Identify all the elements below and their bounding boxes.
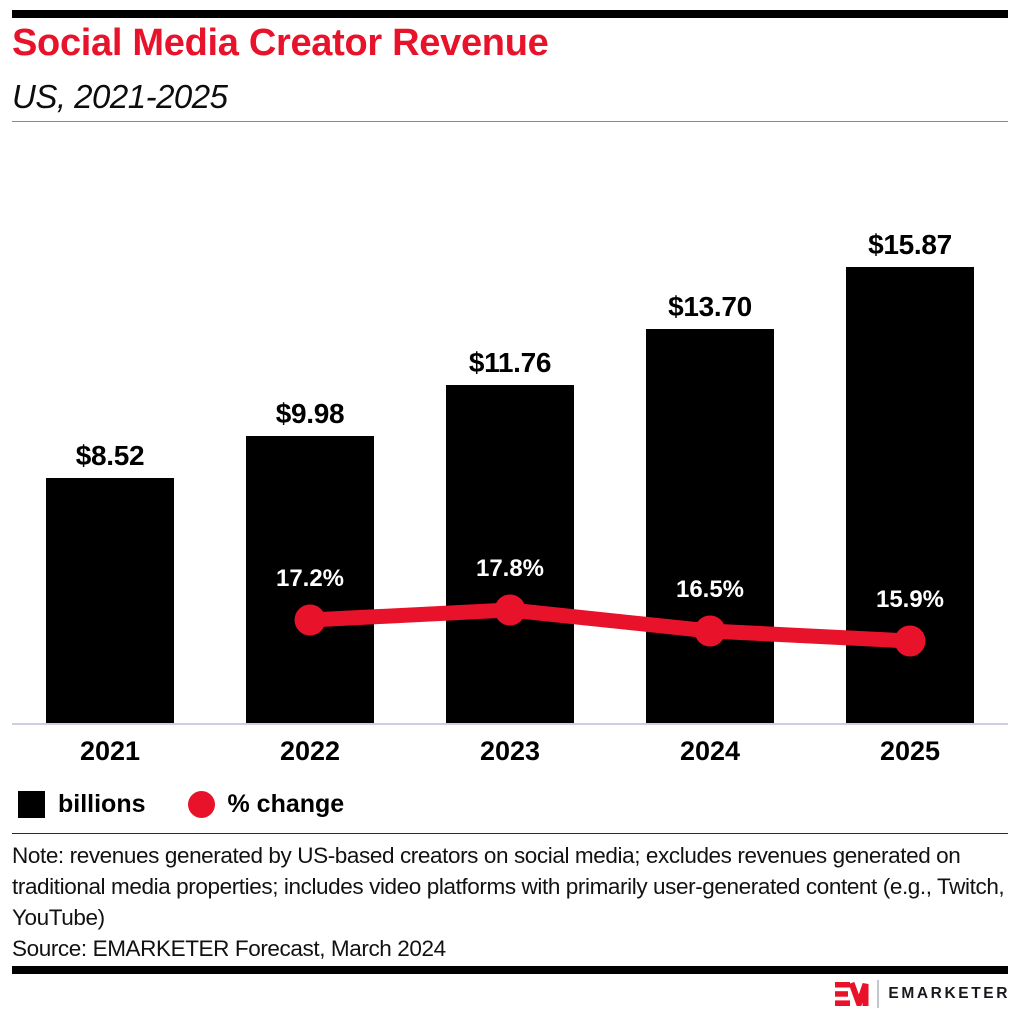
pct-change-polyline	[309, 602, 911, 649]
pct-label-2022: 17.2%	[275, 565, 345, 592]
bar-value-label-2021: $8.52	[75, 440, 145, 471]
legend-label-billions: billions	[58, 790, 146, 818]
brand-divider	[877, 980, 880, 1008]
bar-value-label-2023: $11.76	[468, 347, 552, 378]
x-label-2021: 2021	[79, 736, 141, 766]
page-title: Social Media Creator Revenue	[12, 22, 549, 64]
legend-label-pct-change: % change	[227, 790, 345, 818]
pct-label-2025: 15.9%	[875, 586, 945, 613]
x-label-2022: 2022	[279, 736, 341, 766]
bar-value-label-2024: $13.70	[668, 291, 752, 322]
legend-circle-swatch	[187, 791, 215, 818]
bar-2022	[246, 436, 374, 723]
bar-2025	[846, 267, 974, 723]
bottom-rule	[12, 966, 1008, 974]
bar-2023	[446, 385, 574, 723]
brand-wordmark: EMARKETER	[888, 985, 1010, 1002]
page-subtitle: US, 2021-2025	[12, 78, 228, 115]
bar-value-label-2022: $9.98	[275, 398, 345, 429]
x-label-2023: 2023	[479, 736, 541, 766]
bar-2021	[46, 478, 174, 723]
legend: billions % change	[18, 790, 344, 819]
footnote-divider	[12, 833, 1008, 834]
top-rule	[12, 10, 1008, 18]
pct-label-2024: 16.5%	[675, 576, 745, 603]
bar-2024	[646, 329, 774, 723]
legend-square-swatch	[18, 791, 45, 818]
note-text: Note: revenues generated by US-based cre…	[12, 843, 1005, 930]
emarketer-monogram-icon	[835, 982, 869, 1006]
footnote: Note: revenues generated by US-based cre…	[12, 840, 1008, 964]
header-divider	[12, 121, 1008, 122]
source-text: Source: EMARKETER Forecast, March 2024	[12, 936, 446, 961]
bar-value-label-2025: $15.87	[868, 229, 952, 260]
x-label-2024: 2024	[679, 736, 741, 766]
x-axis-line	[12, 723, 1008, 725]
x-label-2025: 2025	[879, 736, 941, 766]
brand-lockup: EMARKETER	[835, 980, 1010, 1008]
pct-label-2023: 17.8%	[475, 555, 545, 582]
